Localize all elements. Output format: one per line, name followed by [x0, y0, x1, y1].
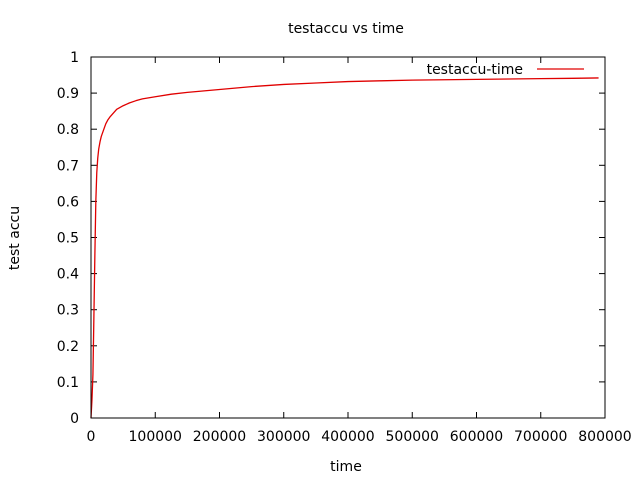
y-tick-label: 0.1	[57, 375, 79, 391]
x-tick-label: 500000	[386, 429, 439, 445]
y-axis-title: test accu	[7, 206, 23, 270]
x-axis-title: time	[330, 459, 362, 475]
series-line-testaccu-time	[90, 77, 599, 419]
y-tick-label: 0.2	[57, 339, 79, 355]
y-tick-label: 0	[70, 411, 79, 427]
y-tick-label: 0.8	[57, 122, 79, 138]
y-tick-label: 1	[70, 50, 79, 66]
y-tick-label: 0.9	[57, 86, 79, 102]
x-tick-label: 800000	[578, 429, 631, 445]
y-tick-label: 0.4	[57, 267, 79, 283]
x-tick-label: 100000	[129, 429, 182, 445]
y-tick-label: 0.7	[57, 158, 79, 174]
plot-frame	[90, 56, 606, 419]
y-tick-label: 0.3	[57, 303, 79, 319]
x-tick-label: 600000	[450, 429, 503, 445]
x-tick-label: 700000	[514, 429, 567, 445]
x-tick-label: 200000	[193, 429, 246, 445]
legend-label: testaccu-time	[427, 62, 523, 78]
x-tick-label: 0	[87, 429, 96, 445]
chart-title: testaccu vs time	[288, 21, 404, 37]
x-tick-label: 400000	[321, 429, 374, 445]
y-tick-label: 0.5	[57, 231, 79, 247]
x-tick-label: 300000	[257, 429, 310, 445]
y-tick-label: 0.6	[57, 194, 79, 210]
